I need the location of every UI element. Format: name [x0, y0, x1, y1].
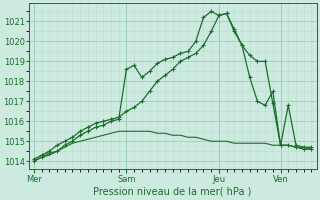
X-axis label: Pression niveau de la mer( hPa ): Pression niveau de la mer( hPa ): [93, 187, 252, 197]
